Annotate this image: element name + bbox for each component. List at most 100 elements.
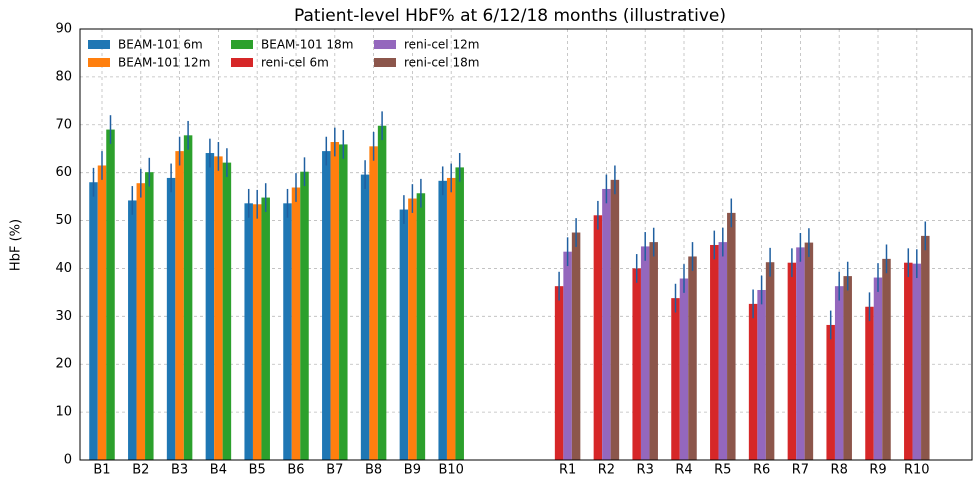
x-tick-label: R10 xyxy=(904,463,930,478)
x-tick-label: B8 xyxy=(365,463,382,478)
legend-label: reni-cel 18m xyxy=(404,56,479,70)
bar xyxy=(89,182,98,460)
x-tick-label: R6 xyxy=(753,463,770,478)
legend-label: BEAM-101 12m xyxy=(118,56,210,70)
bar xyxy=(145,172,154,460)
x-tick-label: B7 xyxy=(326,463,343,478)
bar xyxy=(865,306,874,460)
plot-frame xyxy=(79,28,973,461)
y-tick-label: 0 xyxy=(64,453,72,468)
bar xyxy=(765,262,775,460)
bar xyxy=(912,263,922,460)
bar xyxy=(166,177,176,460)
bar xyxy=(640,246,650,460)
bar xyxy=(921,235,930,460)
bar xyxy=(748,303,758,460)
legend-swatch xyxy=(231,58,253,67)
legend-swatch xyxy=(231,40,253,49)
bar xyxy=(399,209,409,460)
x-tick-label: R8 xyxy=(831,463,848,478)
bar xyxy=(796,247,805,460)
bar xyxy=(571,232,581,460)
y-tick-label: 60 xyxy=(55,165,72,180)
legend-swatch xyxy=(374,58,396,67)
legend-swatch xyxy=(374,40,396,49)
bar xyxy=(360,174,370,461)
bar xyxy=(339,144,348,460)
x-tick-label: R4 xyxy=(675,463,692,478)
bar xyxy=(882,258,891,460)
bar xyxy=(214,156,223,460)
x-tick-label: R3 xyxy=(637,463,654,478)
bar xyxy=(128,200,137,461)
legend-label: reni-cel 6m xyxy=(261,56,329,70)
legend-label: BEAM-101 6m xyxy=(118,38,203,52)
legend-swatch xyxy=(88,40,110,49)
y-axis-label: HbF (%) xyxy=(9,219,24,271)
bar xyxy=(455,167,464,460)
x-tick-label: B4 xyxy=(210,463,227,478)
bar xyxy=(679,278,689,460)
bar xyxy=(283,203,292,460)
bar xyxy=(718,242,728,460)
x-tick-label: B10 xyxy=(438,463,463,478)
x-tick-label: R5 xyxy=(714,463,731,478)
bar xyxy=(727,212,736,460)
bar xyxy=(416,193,426,460)
bar xyxy=(602,188,611,460)
y-tick-label: 30 xyxy=(55,309,72,324)
bar xyxy=(688,256,697,460)
bar xyxy=(757,289,766,460)
x-tick-label: B2 xyxy=(132,463,149,478)
bar xyxy=(593,215,603,460)
legend-label: reni-cel 12m xyxy=(404,38,479,52)
x-tick-label: R2 xyxy=(598,463,615,478)
y-tick-label: 40 xyxy=(55,261,72,276)
bar xyxy=(671,298,680,460)
bar xyxy=(873,277,883,460)
bar xyxy=(610,179,620,460)
x-tick-label: B3 xyxy=(171,463,188,478)
bar xyxy=(804,242,814,460)
bar xyxy=(322,151,331,460)
bar xyxy=(369,146,378,461)
x-tick-label: R1 xyxy=(559,463,576,478)
bar xyxy=(261,197,270,460)
y-tick-label: 10 xyxy=(55,405,72,420)
bar xyxy=(408,198,417,460)
bar xyxy=(649,242,658,460)
x-tick-label: B9 xyxy=(404,463,421,478)
bar xyxy=(834,286,844,460)
bar xyxy=(175,151,184,460)
x-tick-label: R7 xyxy=(792,463,809,478)
bar xyxy=(632,268,641,460)
bar xyxy=(244,203,253,460)
bar xyxy=(787,262,797,460)
bar xyxy=(377,125,387,460)
y-tick-label: 50 xyxy=(55,213,72,228)
y-tick-label: 90 xyxy=(55,22,72,37)
chart-title: Patient-level HbF% at 6/12/18 months (il… xyxy=(294,6,726,26)
y-tick-label: 80 xyxy=(55,69,72,84)
bar xyxy=(291,187,301,461)
x-tick-label: R9 xyxy=(869,463,886,478)
bar xyxy=(843,276,852,460)
bar xyxy=(904,262,913,460)
bar xyxy=(106,129,115,461)
y-tick-label: 20 xyxy=(55,357,72,372)
x-tick-label: B6 xyxy=(287,463,304,478)
bar xyxy=(330,142,340,461)
legend-label: BEAM-101 18m xyxy=(261,38,353,52)
bar xyxy=(300,171,309,460)
bar xyxy=(563,251,572,460)
bar xyxy=(136,183,146,461)
bar xyxy=(554,286,564,460)
legend-swatch xyxy=(88,58,110,67)
x-tick-label: B1 xyxy=(93,463,110,478)
bar xyxy=(710,244,719,460)
bar xyxy=(97,165,107,460)
bar xyxy=(252,204,262,460)
y-tick-label: 70 xyxy=(55,117,72,132)
bar xyxy=(205,153,215,460)
